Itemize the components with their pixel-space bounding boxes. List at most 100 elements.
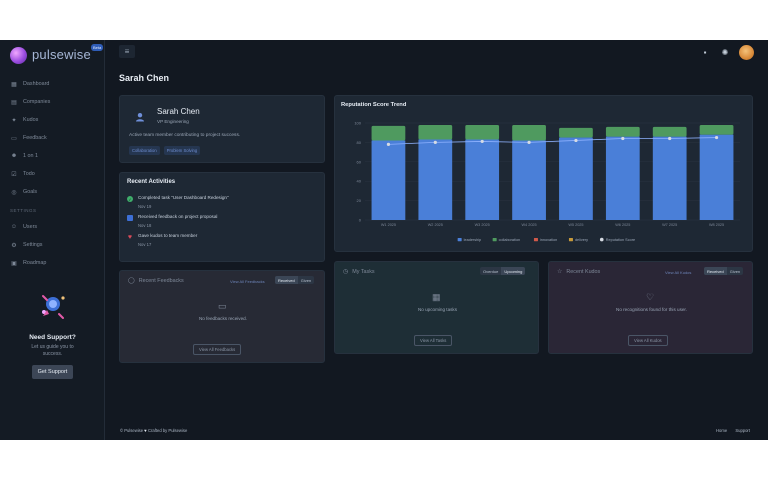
legend-label: innovation bbox=[540, 238, 557, 242]
message-icon: ▭ bbox=[218, 301, 227, 311]
chat-icon: ▭ bbox=[11, 135, 17, 142]
view-all-kudos-link[interactable]: View All Kudos bbox=[665, 270, 692, 275]
sidebar-item-settings[interactable]: ⚙ Settings bbox=[10, 239, 42, 251]
sidebar-item-users[interactable]: ☺ Users bbox=[10, 221, 37, 233]
bar-leadership bbox=[512, 140, 546, 220]
sidebar-item-kudos[interactable]: ✦ Kudos bbox=[10, 114, 38, 126]
view-all-tasks-button[interactable]: View All Tasks bbox=[414, 335, 453, 346]
sidebar-item-feedback[interactable]: ▭ Feedback bbox=[10, 132, 47, 144]
bar-collaboration bbox=[371, 125, 406, 141]
toggle-upcoming[interactable]: Upcoming bbox=[501, 267, 526, 275]
sidebar-item-goals[interactable]: ◎ Goals bbox=[10, 186, 37, 198]
footer-link-support[interactable]: Support bbox=[735, 428, 750, 433]
y-tick-label: 60 bbox=[357, 159, 362, 164]
sidebar-item-roadmap[interactable]: ▣ Roadmap bbox=[10, 257, 46, 269]
sidebar-item-label: 1 on 1 bbox=[23, 153, 38, 159]
skill-tag: Collaboration bbox=[129, 146, 160, 155]
x-tick-label: W2 2025 bbox=[428, 223, 443, 227]
view-all-kudos-button[interactable]: View All Kudos bbox=[628, 335, 668, 346]
toggle-received[interactable]: Received bbox=[275, 276, 298, 284]
sidebar-item-companies[interactable]: ▤ Companies bbox=[10, 96, 50, 108]
chat-icon bbox=[127, 215, 133, 221]
x-tick-label: W3 2025 bbox=[475, 223, 490, 227]
check-icon: ✓ bbox=[127, 196, 133, 202]
logo-icon bbox=[10, 47, 27, 64]
clock-icon: ◷ bbox=[343, 269, 349, 275]
recent-activities-card: Recent Activities ✓ Completed task "User… bbox=[119, 172, 325, 262]
activity-text: Completed task "User Dashboard Redesign" bbox=[138, 195, 229, 200]
view-all-feedbacks-link[interactable]: View All Feedbacks bbox=[230, 279, 265, 284]
skill-tag: Problem Solving bbox=[163, 146, 201, 155]
legend-swatch bbox=[492, 238, 497, 242]
x-tick-label: W8 2025 bbox=[709, 223, 724, 227]
sidebar-item-1on1[interactable]: ☻ 1 on 1 bbox=[10, 150, 38, 162]
rocket-illustration bbox=[33, 290, 73, 320]
activities-title: Recent Activities bbox=[127, 179, 176, 185]
x-tick-label: W5 2025 bbox=[568, 223, 583, 227]
bar-leadership bbox=[371, 140, 406, 220]
heart-icon: ♥ bbox=[127, 233, 133, 241]
tasks-header: ◷ My Tasks bbox=[343, 268, 375, 276]
toggle-received[interactable]: Received bbox=[704, 267, 727, 275]
footer-credit: © Pulsewise ♥ Crafted by Pulsewise bbox=[120, 428, 187, 433]
reputation-score-point bbox=[386, 142, 391, 146]
check-icon: ☑ bbox=[11, 171, 17, 178]
app-window: pulsewise Beta ▦ Dashboard ▤ Companies ✦… bbox=[0, 40, 768, 440]
crafted-text: Crafted by Pulsewise bbox=[147, 428, 188, 433]
reputation-score-line bbox=[388, 137, 717, 145]
get-support-button[interactable]: Get Support bbox=[31, 365, 74, 379]
footer-links: Home Support bbox=[709, 428, 750, 433]
notification-icon[interactable]: ▪ bbox=[703, 47, 707, 57]
sidebar: pulsewise Beta ▦ Dashboard ▤ Companies ✦… bbox=[0, 40, 105, 440]
bar-collaboration bbox=[512, 124, 546, 141]
sidebar-item-label: Goals bbox=[23, 189, 38, 195]
target-icon: ◎ bbox=[11, 189, 17, 196]
profile-name: Sarah Chen bbox=[157, 107, 200, 116]
star-icon: ✦ bbox=[11, 117, 17, 124]
sidebar-item-dashboard[interactable]: ▦ Dashboard bbox=[10, 78, 49, 90]
view-all-feedbacks-button[interactable]: View All Feedbacks bbox=[193, 344, 242, 355]
toggle-given[interactable]: Given bbox=[300, 278, 312, 283]
page-title: Sarah Chen bbox=[119, 73, 170, 83]
reputation-score-point bbox=[621, 136, 625, 141]
feedbacks-empty-text: No feedbacks received. bbox=[198, 316, 247, 321]
heart-icon: ♡ bbox=[646, 292, 655, 302]
kudos-header: ☆ Recent Kudos bbox=[557, 268, 601, 276]
bar-collaboration bbox=[699, 124, 734, 135]
sidebar-item-label: Feedback bbox=[23, 135, 47, 141]
toggle-overdue[interactable]: Overdue bbox=[483, 269, 499, 274]
reputation-score-point bbox=[527, 140, 531, 144]
sidebar-item-label: Settings bbox=[23, 242, 43, 248]
app-logo[interactable]: pulsewise Beta bbox=[8, 44, 104, 66]
kudos-empty-text: No recognitions found for this user. bbox=[616, 307, 687, 312]
app-name: pulsewise bbox=[32, 47, 91, 62]
sidebar-item-label: Todo bbox=[23, 171, 35, 177]
feedbacks-title: Recent Feedbacks bbox=[138, 277, 184, 284]
toggle-given[interactable]: Given bbox=[729, 269, 741, 274]
legend-swatch bbox=[457, 238, 462, 242]
chat-icon: ◯ bbox=[128, 278, 135, 284]
bar-collaboration bbox=[465, 124, 500, 140]
footer-link-home[interactable]: Home bbox=[715, 428, 728, 433]
sidebar-item-label: Users bbox=[23, 224, 38, 230]
activity-date: Nov 17 bbox=[138, 242, 152, 247]
avatar[interactable] bbox=[739, 44, 754, 60]
kudos-title: Recent Kudos bbox=[566, 268, 601, 275]
y-tick-label: 20 bbox=[357, 198, 362, 203]
sun-icon[interactable]: ✺ bbox=[721, 47, 729, 57]
sidebar-section-settings: SETTINGS bbox=[10, 208, 37, 213]
activity-date: Nov 18 bbox=[138, 223, 152, 228]
my-tasks-card: ◷ My Tasks Overdue Upcoming ▦ No upcomin… bbox=[334, 261, 539, 354]
sidebar-item-todo[interactable]: ☑ Todo bbox=[10, 168, 35, 180]
support-subtitle-line: Let us guide you to bbox=[31, 344, 74, 350]
calendar-icon: ▦ bbox=[432, 292, 441, 302]
menu-toggle-button[interactable]: ≡ bbox=[119, 45, 135, 58]
reputation-chart: 0 20 40 60 80 100 W1 2025 W2 2025 W3 2025 W4 2025… bbox=[354, 121, 740, 242]
reputation-score-point bbox=[714, 135, 719, 140]
support-subtitle: Let us guide you to success. bbox=[0, 344, 105, 358]
legend-swatch bbox=[533, 238, 538, 242]
sidebar-item-label: Companies bbox=[23, 99, 51, 105]
gear-icon: ⚙ bbox=[11, 242, 17, 249]
user-icon: ☺ bbox=[10, 224, 18, 230]
user-icon bbox=[134, 111, 146, 123]
